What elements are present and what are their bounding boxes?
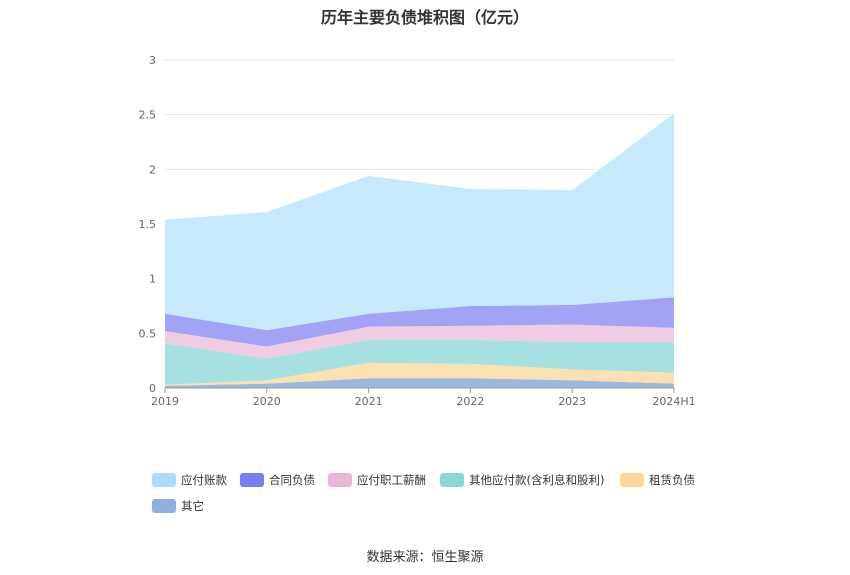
legend-item-employee-payroll[interactable]: 应付职工薪酬 [328, 472, 426, 488]
y-tick-label: 0 [149, 382, 156, 395]
area-series-租赁负债[interactable] [165, 362, 674, 386]
axes: 0 0.5 1 1.5 2 2.5 3 2019 2020 2021 2022 2023 2024H1 [139, 54, 696, 408]
area-series-合同负债[interactable] [165, 297, 674, 347]
legend-swatch [152, 473, 176, 487]
legend-label: 租赁负债 [649, 473, 695, 487]
y-tick-label: 1.5 [139, 218, 157, 231]
legend-label: 合同负债 [269, 473, 315, 487]
chart-title: 历年主要负债堆积图（亿元） [320, 8, 529, 27]
legend-item-lease-liabilities[interactable]: 租赁负债 [620, 472, 695, 488]
legend-item-others[interactable]: 其它 [152, 498, 204, 514]
area-series-其他应付款(含利息和股利)[interactable] [165, 339, 674, 385]
area-series-应付职工薪酬[interactable] [165, 324, 674, 359]
legend-item-accounts-payable[interactable]: 应付账款 [152, 472, 227, 488]
legend-swatch [152, 499, 176, 513]
y-tick-label: 0.5 [139, 327, 157, 340]
area-series [165, 113, 674, 388]
legend-swatch [620, 473, 644, 487]
y-tick-label: 1 [149, 273, 156, 286]
area-series-应付账款[interactable] [165, 113, 674, 331]
legend-swatch [240, 473, 264, 487]
legend-label: 其他应付款(含利息和股利) [469, 473, 605, 487]
legend-swatch [328, 473, 352, 487]
legend-swatch [440, 473, 464, 487]
legend-label: 应付职工薪酬 [357, 473, 426, 487]
y-tick-label: 3 [149, 54, 156, 67]
y-tick-label: 2.5 [139, 109, 157, 122]
area-series-其它[interactable] [165, 378, 674, 388]
legend-item-other-payables[interactable]: 其他应付款(含利息和股利) [440, 472, 604, 488]
x-tick-label: 2024H1 [652, 395, 695, 408]
x-tick-label: 2023 [558, 395, 586, 408]
x-tick-label: 2021 [355, 395, 383, 408]
legend-item-contract-liabilities[interactable]: 合同负债 [240, 472, 315, 488]
x-tick-label: 2020 [253, 395, 281, 408]
legend-label: 应付账款 [181, 473, 227, 487]
y-tick-label: 2 [149, 163, 156, 176]
x-tick-label: 2022 [456, 395, 484, 408]
x-tick-label: 2019 [151, 395, 179, 408]
data-source-note: 数据来源：恒生聚源 [366, 550, 484, 565]
legend-label: 其它 [181, 499, 204, 513]
